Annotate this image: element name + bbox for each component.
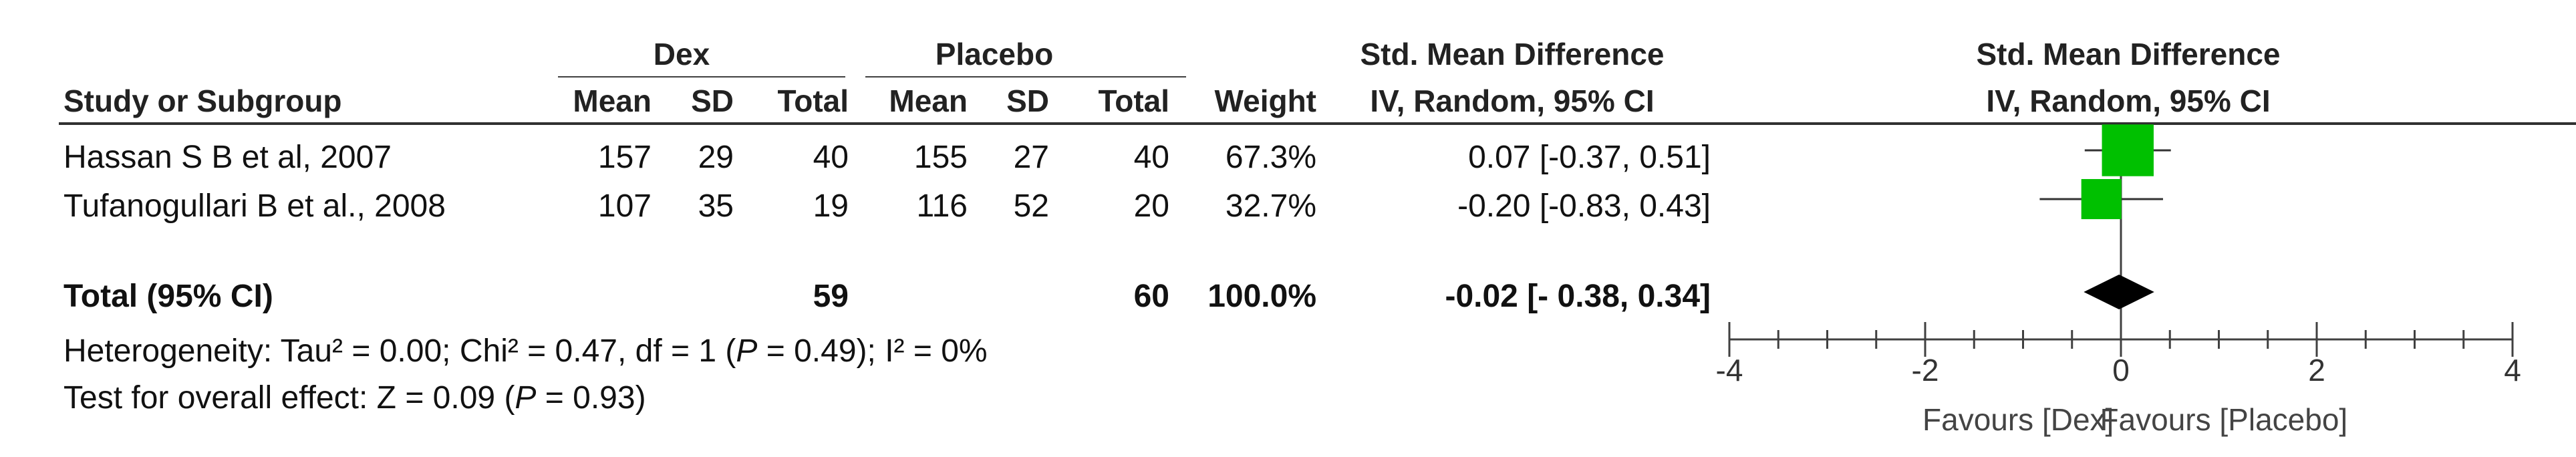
ci-cell: 0.07 [-0.37, 0.51] — [1468, 140, 1711, 175]
x-tick-label: 4 — [2504, 353, 2521, 388]
pooled-diamond — [2084, 275, 2154, 309]
favours-left-label: Favours [Dex] — [1922, 402, 2114, 437]
overall-effect-text: Test for overall effect: Z = 0.09 (P = 0… — [63, 380, 646, 416]
sd2-header: SD — [1006, 84, 1049, 118]
x-tick-label: -4 — [1716, 353, 1743, 388]
header-rule — [59, 122, 2576, 125]
heterogeneity-text: Heterogeneity: Tau² = 0.00; Chi² = 0.47,… — [63, 333, 988, 369]
total2-cell: 40 — [1133, 140, 1169, 175]
total2-sum: 60 — [1133, 279, 1169, 314]
mean1-header: Mean — [573, 84, 652, 118]
group1-underline — [558, 76, 845, 78]
study-header: Study or Subgroup — [63, 84, 342, 118]
group2-header: Placebo — [935, 37, 1054, 71]
x-tick-label: -2 — [1912, 353, 1939, 388]
plot-title: Std. Mean Difference — [1976, 37, 2281, 71]
ci-cell: -0.20 [-0.83, 0.43] — [1457, 188, 1711, 224]
weight-header: Weight — [1214, 84, 1316, 118]
smd-title: Std. Mean Difference — [1360, 37, 1665, 71]
mean2-cell: 155 — [913, 140, 968, 175]
total1-cell: 40 — [813, 140, 849, 175]
favours-right-label: Favours [Placebo] — [2100, 402, 2347, 437]
total2-cell: 20 — [1133, 188, 1169, 224]
group1-header: Dex — [653, 37, 710, 71]
mean2-cell: 116 — [916, 188, 968, 224]
mean1-cell: 157 — [597, 140, 652, 175]
mean2-header: Mean — [889, 84, 968, 118]
total1-cell: 19 — [813, 188, 849, 224]
weight-cell: 67.3% — [1225, 140, 1316, 175]
study-name: Tufanogullari B et al., 2008 — [63, 188, 446, 224]
total-weight: 100.0% — [1207, 279, 1316, 314]
sd1-cell: 35 — [698, 188, 734, 224]
group2-underline — [865, 76, 1186, 78]
smd-subtitle: IV, Random, 95% CI — [1370, 84, 1655, 118]
total-ci: -0.02 [- 0.38, 0.34] — [1445, 279, 1711, 314]
total1-header: Total — [777, 84, 849, 118]
study-name: Hassan S B et al, 2007 — [63, 140, 392, 175]
x-tick-label: 0 — [2112, 353, 2130, 388]
sd1-cell: 29 — [698, 140, 734, 175]
weight-cell: 32.7% — [1225, 188, 1316, 224]
mean1-cell: 107 — [597, 188, 652, 224]
total1-sum: 59 — [813, 279, 849, 314]
plot-subtitle: IV, Random, 95% CI — [1986, 84, 2271, 118]
sd2-cell: 52 — [1013, 188, 1049, 224]
total2-header: Total — [1098, 84, 1169, 118]
sd2-cell: 27 — [1013, 140, 1049, 175]
total-label: Total (95% CI) — [63, 279, 273, 314]
x-tick-label: 2 — [2308, 353, 2325, 388]
study-marker — [2102, 124, 2154, 176]
study-marker — [2081, 178, 2122, 220]
sd1-header: SD — [691, 84, 734, 118]
